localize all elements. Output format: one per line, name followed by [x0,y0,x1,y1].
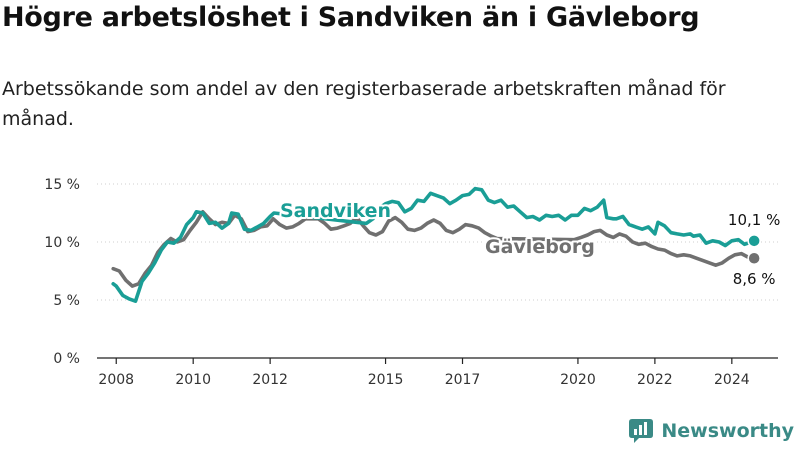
x-tick-label: 2012 [252,372,288,388]
y-tick-label: 5 % [53,293,80,309]
series-line-gävleborg [111,210,756,288]
x-tick-label: 2020 [560,372,596,388]
series-label-gävleborg: Gävleborg [485,236,595,258]
newsworthy-bar-chart-icon [629,419,654,443]
y-tick-label: 10 % [44,235,80,251]
end-point-marker [747,234,761,248]
x-tick-label: 2022 [637,372,673,388]
brand-logo[interactable]: Newsworthy [628,418,794,444]
x-tick-label: 2008 [98,372,134,388]
brand-name: Newsworthy [661,420,794,442]
chart-title: Högre arbetslöshet i Sandviken än i Gävl… [2,2,700,33]
x-tick-label: 2015 [368,372,404,388]
y-tick-label: 0 % [53,351,80,367]
x-tick-label: 2024 [714,372,750,388]
chart-subtitle: Arbetssökande som andel av den registerb… [2,78,726,130]
series-label-sandviken: Sandviken [280,200,391,222]
x-tick-label: 2017 [445,372,481,388]
series-line-sandviken [111,186,756,303]
end-value-label: 8,6 % [733,270,776,288]
end-point-marker [747,251,761,265]
x-tick-label: 2010 [175,372,211,388]
y-tick-label: 15 % [44,177,80,193]
end-value-label: 10,1 % [728,211,780,229]
